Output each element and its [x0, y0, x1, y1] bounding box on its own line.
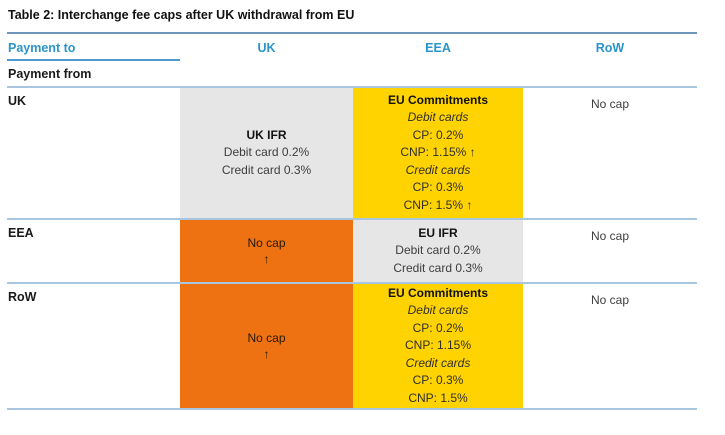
table-subheader-row: Payment from: [7, 61, 697, 86]
cell-eea-to-row: No cap: [590, 229, 630, 243]
header-col-eea: EEA: [425, 41, 451, 55]
table-row-uk: UK UK IFR Debit card 0.2% Credit card 0.…: [7, 86, 697, 218]
row-label-eea: EEA: [8, 226, 34, 240]
table-row-row: RoW No cap ↑ EU Commitments Debit cards …: [7, 282, 697, 408]
cell-row-to-uk: No cap ↑: [180, 284, 353, 408]
cell-line: CP: 0.2%: [412, 127, 464, 142]
cell-line: CNP: 1.15% ↑: [400, 145, 476, 160]
cell-uk-to-eea: EU Commitments Debit cards CP: 0.2% CNP:…: [353, 88, 523, 218]
cell-title: EU Commitments: [387, 285, 488, 300]
cell-line: No cap: [247, 235, 286, 250]
cell-line: Credit card 0.3%: [393, 260, 483, 275]
cell-subhead: Debit cards: [407, 303, 469, 318]
fee-table: Payment to UK EEA RoW Payment from UK UK…: [7, 32, 697, 410]
cell-title: EU Commitments: [387, 92, 488, 107]
cell-subhead: Credit cards: [405, 162, 471, 177]
cell-line: Debit card 0.2%: [395, 243, 481, 258]
cell-line: Credit card 0.3%: [221, 162, 312, 177]
cell-uk-to-uk: UK IFR Debit card 0.2% Credit card 0.3%: [180, 88, 353, 218]
cell-row-to-eea: EU Commitments Debit cards CP: 0.2% CNP:…: [353, 284, 523, 408]
row-label-uk: UK: [8, 94, 27, 108]
table-title: Table 2: Interchange fee caps after UK w…: [8, 8, 355, 22]
cell-line: No cap: [247, 330, 286, 345]
cell-subhead: Debit cards: [407, 110, 469, 125]
cell-uk-to-row: No cap: [590, 97, 630, 111]
header-payment-from: Payment from: [8, 67, 92, 81]
header-payment-to: Payment to: [7, 34, 180, 61]
subheader-spacer: [180, 61, 353, 86]
cell-eea-to-eea: EU IFR Debit card 0.2% Credit card 0.3%: [353, 220, 523, 282]
cell-line: CNP: 1.15%: [404, 338, 472, 353]
subheader-spacer: [353, 61, 523, 86]
cell-line: CP: 0.3%: [412, 180, 464, 195]
cell-line: CP: 0.2%: [412, 320, 464, 335]
cell-line: CNP: 1.5% ↑: [403, 197, 473, 212]
table-bottom-rule: [7, 408, 697, 410]
subheader-spacer: [523, 61, 697, 86]
cell-line: CP: 0.3%: [412, 373, 464, 388]
header-col-uk: UK: [257, 41, 276, 55]
row-label-row: RoW: [8, 290, 37, 304]
cell-line: CNP: 1.5%: [408, 390, 468, 405]
cell-line: Debit card 0.2%: [223, 145, 310, 160]
header-col-row: RoW: [595, 41, 625, 55]
up-arrow-icon: ↑: [263, 252, 270, 267]
cell-eea-to-uk: No cap ↑: [180, 220, 353, 282]
up-arrow-icon: ↑: [263, 347, 270, 362]
table-header-row: Payment to UK EEA RoW: [7, 32, 697, 61]
cell-title: EU IFR: [418, 225, 458, 240]
table-row-eea: EEA No cap ↑ EU IFR Debit card 0.2% Cred…: [7, 218, 697, 282]
cell-title: UK IFR: [246, 127, 287, 142]
cell-subhead: Credit cards: [405, 355, 471, 370]
cell-row-to-row: No cap: [590, 293, 630, 307]
